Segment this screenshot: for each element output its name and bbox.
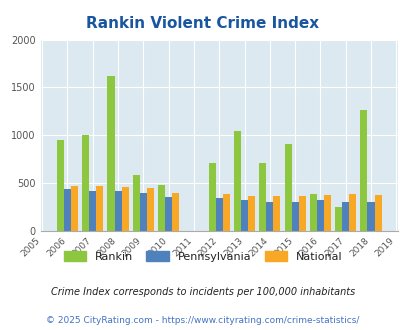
- Bar: [316, 200, 323, 231]
- Bar: [114, 191, 122, 231]
- Bar: [348, 194, 356, 231]
- Bar: [309, 194, 316, 231]
- Bar: [360, 111, 367, 231]
- Bar: [57, 140, 64, 231]
- Bar: [147, 188, 153, 231]
- Bar: [208, 163, 215, 231]
- Text: Rankin Violent Crime Index: Rankin Violent Crime Index: [86, 16, 319, 31]
- Bar: [241, 200, 247, 231]
- Bar: [374, 195, 381, 231]
- Bar: [284, 144, 291, 231]
- Bar: [107, 76, 114, 231]
- Bar: [158, 185, 165, 231]
- Bar: [89, 191, 96, 231]
- Bar: [132, 176, 139, 231]
- Text: © 2025 CityRating.com - https://www.cityrating.com/crime-statistics/: © 2025 CityRating.com - https://www.city…: [46, 315, 359, 325]
- Bar: [122, 187, 128, 231]
- Bar: [215, 198, 222, 231]
- Bar: [172, 193, 179, 231]
- Bar: [298, 196, 305, 231]
- Bar: [165, 197, 172, 231]
- Text: Crime Index corresponds to incidents per 100,000 inhabitants: Crime Index corresponds to incidents per…: [51, 287, 354, 297]
- Legend: Rankin, Pennsylvania, National: Rankin, Pennsylvania, National: [59, 247, 346, 266]
- Bar: [71, 186, 78, 231]
- Bar: [222, 194, 229, 231]
- Bar: [323, 195, 330, 231]
- Bar: [82, 135, 89, 231]
- Bar: [266, 202, 273, 231]
- Bar: [233, 131, 241, 231]
- Bar: [96, 186, 103, 231]
- Bar: [258, 163, 266, 231]
- Bar: [291, 202, 298, 231]
- Bar: [367, 202, 374, 231]
- Bar: [139, 193, 147, 231]
- Bar: [334, 207, 341, 231]
- Bar: [341, 202, 348, 231]
- Bar: [64, 189, 71, 231]
- Bar: [273, 196, 280, 231]
- Bar: [247, 196, 254, 231]
